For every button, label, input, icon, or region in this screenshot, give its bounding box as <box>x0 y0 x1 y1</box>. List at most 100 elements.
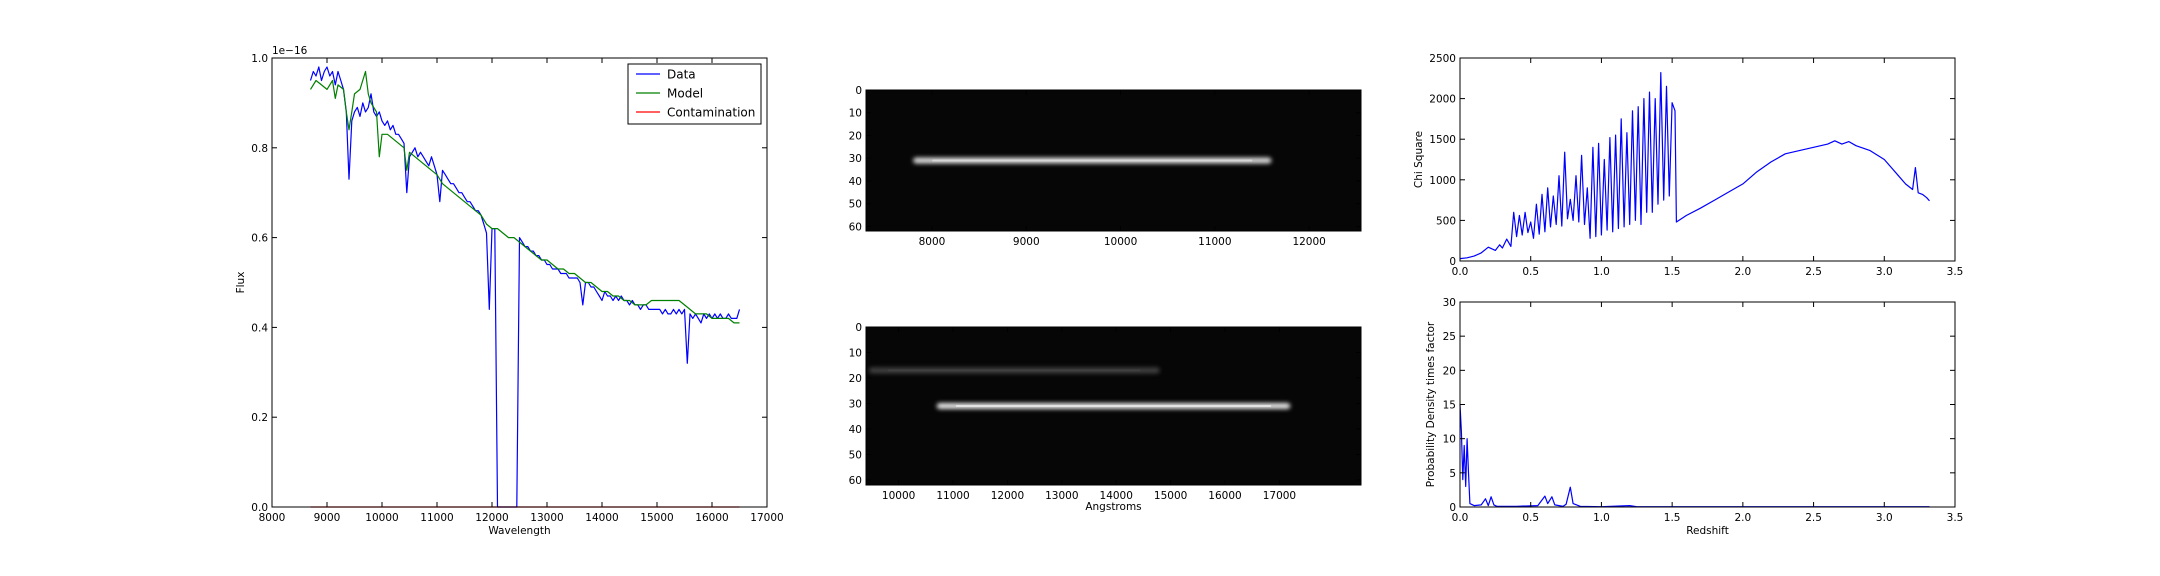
spectrum-top-y-tick-label: 10 <box>849 108 862 120</box>
probability-line <box>1459 404 1930 508</box>
probability-x-tick-label: 0.0 <box>1452 512 1469 524</box>
chi-square-x-tick-label: 2.5 <box>1805 266 1822 278</box>
probability-y-tick-label: 5 <box>1449 468 1456 480</box>
spectrum-bottom-x-tick-label: 17000 <box>1263 490 1296 502</box>
spectrum-bottom-y-tick-label: 50 <box>849 449 862 461</box>
probability-panel: 0.0 0.5 1.0 1.5 2.0 2.5 3.0 3.5 0 5 10 15 20 25 30 Re… <box>1425 297 1963 537</box>
spectrum-top-traces <box>913 157 1272 164</box>
flux-plot-frame <box>271 57 768 508</box>
flux-y-ticks: 0.0 0.2 0.4 0.6 0.8 1.0 <box>251 53 767 514</box>
chi-square-x-tick-label: 3.5 <box>1947 266 1964 278</box>
chi-square-y-tick-label: 1500 <box>1429 134 1456 146</box>
probability-x-tick-label: 2.5 <box>1805 512 1822 524</box>
chi-square-y-tick-label: 0 <box>1449 256 1456 268</box>
spectrum-bottom-x-tick-label: 13000 <box>1045 490 1078 502</box>
spectrum-bottom-y-ticks: 0 10 20 30 40 50 60 <box>849 322 1361 487</box>
flux-panel: 8000 9000 10000 11000 12000 13000 14000 15000 16… <box>235 45 784 537</box>
spectrum-top-x-tick-label: 10000 <box>1104 236 1137 248</box>
spectrum-bottom-y-tick-label: 10 <box>849 347 862 359</box>
chi-square-x-tick-label: 0.5 <box>1522 266 1539 278</box>
spectrum-top-x-ticks: 8000 9000 10000 11000 12000 <box>919 90 1326 248</box>
spectrum-bottom-x-ticks: 10000 11000 12000 13000 14000 15000 16000 17000 <box>882 327 1296 502</box>
flux-x-tick-label: 16000 <box>695 512 728 524</box>
probability-x-ticks: 0.0 0.5 1.0 1.5 2.0 2.5 3.0 3.5 <box>1452 302 1964 524</box>
spectrum-top-x-tick-label: 8000 <box>919 236 946 248</box>
legend-entries: Data Model Contamination <box>636 68 755 120</box>
flux-y-tick-label: 0.4 <box>251 322 268 334</box>
spectrum-bottom-y-tick-label: 60 <box>849 475 862 487</box>
flux-x-tick-label: 13000 <box>530 512 563 524</box>
probability-y-tick-label: 15 <box>1443 400 1456 412</box>
flux-y-axis-label: Flux <box>235 272 247 294</box>
probability-y-ticks: 0 5 10 15 20 25 30 <box>1443 297 1955 514</box>
flux-x-tick-label: 11000 <box>420 512 453 524</box>
legend-label-data: Data <box>667 68 696 82</box>
chi-square-y-tick-label: 2000 <box>1429 94 1456 106</box>
spectrum-top-y-tick-label: 60 <box>849 221 862 233</box>
probability-x-axis-label: Redshift <box>1686 525 1729 537</box>
spectrum-top-y-ticks: 0 10 20 30 40 50 60 <box>849 85 1361 233</box>
spectrum-bottom-frame <box>865 326 1362 486</box>
flux-x-tick-label: 12000 <box>475 512 508 524</box>
spectrum-bottom-y-tick-label: 30 <box>849 398 862 410</box>
spectrum-top-x-tick-label: 12000 <box>1292 236 1325 248</box>
chi-square-series <box>1459 71 1930 260</box>
flux-x-axis-label: Wavelength <box>488 525 550 537</box>
chi-square-x-tick-label: 1.5 <box>1664 266 1681 278</box>
probability-y-axis-label: Probability Density times factor <box>1425 321 1437 487</box>
spectrum-bottom-x-tick-label: 11000 <box>936 490 969 502</box>
chi-square-line <box>1459 71 1930 260</box>
flux-x-ticks: 8000 9000 10000 11000 12000 13000 14000 15000 16… <box>259 58 784 524</box>
spectrum-bottom-x-tick-label: 10000 <box>882 490 915 502</box>
spectrum-bottom-x-tick-label: 14000 <box>1100 490 1133 502</box>
chi-square-y-tick-label: 500 <box>1436 215 1456 227</box>
chi-square-y-ticks: 0 500 1000 1500 2000 2500 <box>1429 53 1955 268</box>
flux-x-tick-label: 8000 <box>259 512 286 524</box>
probability-series <box>1459 404 1930 508</box>
spectrum-bottom-x-axis-label: Angstroms <box>1085 501 1141 513</box>
flux-series-model <box>309 70 740 324</box>
flux-x-tick-label: 9000 <box>314 512 341 524</box>
spectrum-bottom-x-tick-label: 16000 <box>1208 490 1241 502</box>
probability-y-tick-label: 30 <box>1443 297 1456 309</box>
spectrum-top-x-tick-label: 9000 <box>1013 236 1040 248</box>
flux-y-tick-label: 1.0 <box>251 53 268 65</box>
spectrum-bottom-x-tick-label: 12000 <box>991 490 1024 502</box>
chi-square-x-tick-label: 2.0 <box>1735 266 1752 278</box>
flux-x-tick-label: 10000 <box>365 512 398 524</box>
chi-square-x-tick-label: 3.0 <box>1876 266 1893 278</box>
chi-square-y-axis-label: Chi Square <box>1413 131 1425 188</box>
flux-legend: Data Model Contamination <box>627 63 762 125</box>
flux-x-tick-label: 17000 <box>750 512 783 524</box>
spectrum-top-y-tick-label: 40 <box>849 176 862 188</box>
chi-square-y-tick-label: 1000 <box>1429 175 1456 187</box>
probability-x-tick-label: 2.0 <box>1735 512 1752 524</box>
flux-offset-text: 1e−16 <box>272 45 308 57</box>
spectrum-top-y-tick-label: 50 <box>849 199 862 211</box>
probability-x-tick-label: 3.5 <box>1947 512 1964 524</box>
flux-y-tick-label: 0.6 <box>251 233 268 245</box>
probability-y-tick-label: 20 <box>1443 365 1456 377</box>
flux-x-tick-label: 14000 <box>585 512 618 524</box>
spectrum-bottom-y-tick-label: 40 <box>849 424 862 436</box>
flux-x-tick-label: 15000 <box>640 512 673 524</box>
spectrum-top-y-tick-label: 20 <box>849 130 862 142</box>
spectrum-bottom-y-tick-label: 20 <box>849 373 862 385</box>
spectrum-bottom-x-tick-label: 15000 <box>1154 490 1187 502</box>
spectrum-bottom-y-tick-label: 0 <box>855 322 862 334</box>
spectrum-top-x-tick-label: 11000 <box>1198 236 1231 248</box>
probability-x-tick-label: 1.5 <box>1664 512 1681 524</box>
chi-square-y-tick-label: 2500 <box>1429 53 1456 65</box>
chi-square-x-tick-label: 0.0 <box>1452 266 1469 278</box>
flux-y-tick-label: 0.0 <box>251 502 268 514</box>
spectrum-bottom-traces <box>868 367 1291 409</box>
spectrum-top-y-tick-label: 0 <box>855 85 862 97</box>
probability-y-tick-label: 25 <box>1443 331 1456 343</box>
spectrum-top-panel: 8000 9000 10000 11000 12000 0 10 20 30 40 50 60 <box>849 85 1362 248</box>
spectrum-bottom-panel: 10000 11000 12000 13000 14000 15000 16000 17000… <box>849 322 1362 513</box>
legend-label-model: Model <box>667 87 703 101</box>
chi-square-x-tick-label: 1.0 <box>1593 266 1610 278</box>
chi-square-frame <box>1459 57 1956 262</box>
spectrum-top-y-tick-label: 30 <box>849 153 862 165</box>
